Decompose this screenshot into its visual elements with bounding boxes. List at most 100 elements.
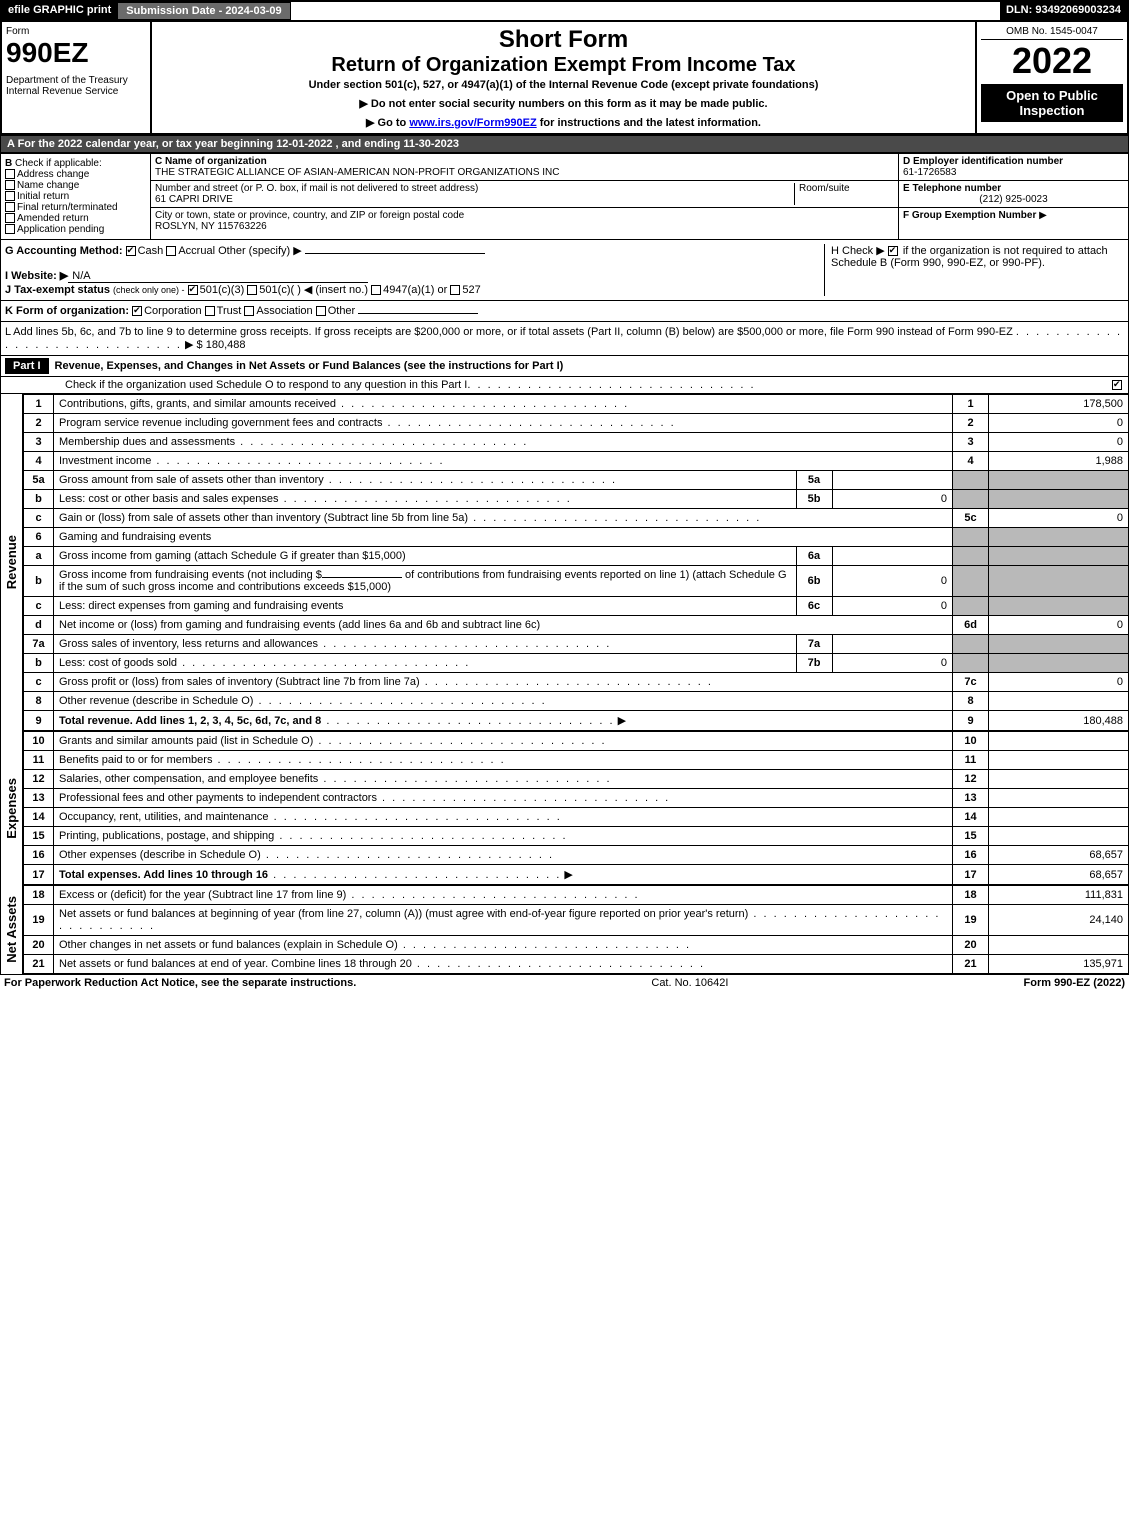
line-6c-desc: Less: direct expenses from gaming and fu…: [59, 600, 343, 612]
opt-application-pending: Application pending: [17, 224, 104, 235]
checkbox-schedule-b[interactable]: [888, 246, 898, 256]
irs-link[interactable]: www.irs.gov/Form990EZ: [409, 117, 536, 129]
box-c: C Name of organization THE STRATEGIC ALL…: [151, 154, 898, 239]
line-13-desc: Professional fees and other payments to …: [59, 792, 377, 804]
line-6b-subval: 0: [832, 566, 952, 596]
top-bar: efile GRAPHIC print Submission Date - 20…: [0, 0, 1129, 22]
checkbox-schedule-o[interactable]: [1112, 380, 1122, 390]
line-6c-subval: 0: [832, 597, 952, 615]
box-e-label: E Telephone number: [903, 183, 1001, 194]
part1-header: Part I Revenue, Expenses, and Changes in…: [0, 356, 1129, 377]
line-18-desc: Excess or (deficit) for the year (Subtra…: [59, 889, 346, 901]
opt-final-return: Final return/terminated: [17, 202, 118, 213]
line-19-val: 24,140: [989, 905, 1129, 936]
revenue-section: Revenue 1Contributions, gifts, grants, a…: [0, 394, 1129, 731]
line-15: 15Printing, publications, postage, and s…: [24, 827, 1129, 846]
line-6b: bGross income from fundraising events (n…: [24, 566, 1129, 597]
footer-left: For Paperwork Reduction Act Notice, see …: [4, 977, 356, 989]
row-k: K Form of organization: Corporation Trus…: [0, 301, 1129, 322]
checkbox-amended-return[interactable]: [5, 213, 15, 223]
checkbox-application-pending[interactable]: [5, 224, 15, 234]
line-15-desc: Printing, publications, postage, and shi…: [59, 830, 274, 842]
dln-label: DLN: 93492069003234: [1000, 2, 1127, 20]
opt-501c: 501(c)( ) ◀ (insert no.): [259, 284, 368, 296]
checkbox-cash[interactable]: [126, 246, 136, 256]
line-5b: bLess: cost or other basis and sales exp…: [24, 490, 1129, 509]
checkbox-4947[interactable]: [371, 285, 381, 295]
checkbox-501c[interactable]: [247, 285, 257, 295]
opt-name-change: Name change: [17, 180, 79, 191]
checkbox-corporation[interactable]: [132, 306, 142, 316]
checkbox-527[interactable]: [450, 285, 460, 295]
line-5b-desc: Less: cost or other basis and sales expe…: [59, 493, 279, 505]
section-a: A For the 2022 calendar year, or tax yea…: [0, 135, 1129, 153]
public-inspection-badge: Open to Public Inspection: [981, 84, 1123, 122]
line-7a: 7aGross sales of inventory, less returns…: [24, 635, 1129, 654]
line-4: 4Investment income41,988: [24, 452, 1129, 471]
h-pre: H Check ▶: [831, 245, 888, 257]
line-21: 21Net assets or fund balances at end of …: [24, 955, 1129, 974]
checkbox-501c3[interactable]: [188, 285, 198, 295]
line-6: 6Gaming and fundraising events: [24, 528, 1129, 547]
line-5b-subval: 0: [832, 490, 952, 508]
part1-label: Part I: [5, 358, 49, 374]
opt-corporation: Corporation: [144, 305, 201, 317]
entity-block: B Check if applicable: Address change Na…: [0, 153, 1129, 240]
row-l: L Add lines 5b, 6c, and 7b to line 9 to …: [0, 322, 1129, 356]
l-text: L Add lines 5b, 6c, and 7b to line 9 to …: [5, 326, 1013, 338]
revenue-table: 1Contributions, gifts, grants, and simil…: [23, 394, 1129, 731]
omb-number: OMB No. 1545-0047: [981, 26, 1123, 40]
line-6d-desc: Net income or (loss) from gaming and fun…: [54, 616, 953, 635]
bullet-ssn: ▶ Do not enter social security numbers o…: [158, 97, 969, 110]
line-9-desc: Total revenue. Add lines 1, 2, 3, 4, 5c,…: [59, 715, 321, 727]
box-c-name-label: C Name of organization: [155, 156, 267, 167]
line-7b-subval: 0: [832, 654, 952, 672]
line-7c-desc: Gross profit or (loss) from sales of inv…: [59, 676, 420, 688]
checkbox-address-change[interactable]: [5, 169, 15, 179]
opt-trust: Trust: [217, 305, 242, 317]
line-1-desc: Contributions, gifts, grants, and simila…: [59, 398, 336, 410]
box-b-label: B: [5, 158, 12, 169]
line-8-desc: Other revenue (describe in Schedule O): [59, 695, 253, 707]
checkbox-name-change[interactable]: [5, 180, 15, 190]
line-21-val: 135,971: [989, 955, 1129, 974]
goto-post: for instructions and the latest informat…: [537, 117, 761, 129]
checkbox-other-org[interactable]: [316, 306, 326, 316]
ein-value: 61-1726583: [903, 167, 956, 178]
line-8: 8Other revenue (describe in Schedule O)8: [24, 692, 1129, 711]
line-6a-desc: Gross income from gaming (attach Schedul…: [59, 550, 406, 562]
expenses-section: Expenses 10Grants and similar amounts pa…: [0, 731, 1129, 885]
box-b-checkif: Check if applicable:: [15, 158, 102, 169]
bullet-goto: ▶ Go to www.irs.gov/Form990EZ for instru…: [158, 116, 969, 129]
checkbox-initial-return[interactable]: [5, 191, 15, 201]
opt-address-change: Address change: [17, 169, 89, 180]
line-11: 11Benefits paid to or for members11: [24, 751, 1129, 770]
opt-association: Association: [256, 305, 312, 317]
netassets-label: Net Assets: [4, 896, 19, 963]
line-7a-desc: Gross sales of inventory, less returns a…: [59, 638, 318, 650]
opt-other-specify: Other (specify) ▶: [218, 245, 302, 257]
box-f-label: F Group Exemption Number: [903, 210, 1036, 221]
line-5a-desc: Gross amount from sale of assets other t…: [59, 474, 324, 486]
line-12: 12Salaries, other compensation, and empl…: [24, 770, 1129, 789]
line-3-desc: Membership dues and assessments: [59, 436, 235, 448]
checkbox-trust[interactable]: [205, 306, 215, 316]
row-gh: G Accounting Method: Cash Accrual Other …: [0, 240, 1129, 301]
l-value: 180,488: [206, 339, 246, 351]
opt-other-org: Other: [328, 305, 356, 317]
checkbox-accrual[interactable]: [166, 246, 176, 256]
line-7c-val: 0: [989, 673, 1129, 692]
line-2-desc: Program service revenue including govern…: [59, 417, 382, 429]
opt-accrual: Accrual: [178, 245, 215, 257]
opt-527: 527: [462, 284, 480, 296]
under-section: Under section 501(c), 527, or 4947(a)(1)…: [158, 79, 969, 91]
org-address: 61 CAPRI DRIVE: [155, 194, 233, 205]
checkbox-association[interactable]: [244, 306, 254, 316]
checkbox-final-return[interactable]: [5, 202, 15, 212]
goto-pre: ▶ Go to: [366, 117, 409, 129]
dept-label: Department of the Treasury Internal Reve…: [6, 75, 146, 97]
form-number: 990EZ: [6, 37, 146, 69]
line-3: 3Membership dues and assessments30: [24, 433, 1129, 452]
org-name: THE STRATEGIC ALLIANCE OF ASIAN-AMERICAN…: [155, 167, 560, 178]
opt-cash: Cash: [138, 245, 164, 257]
